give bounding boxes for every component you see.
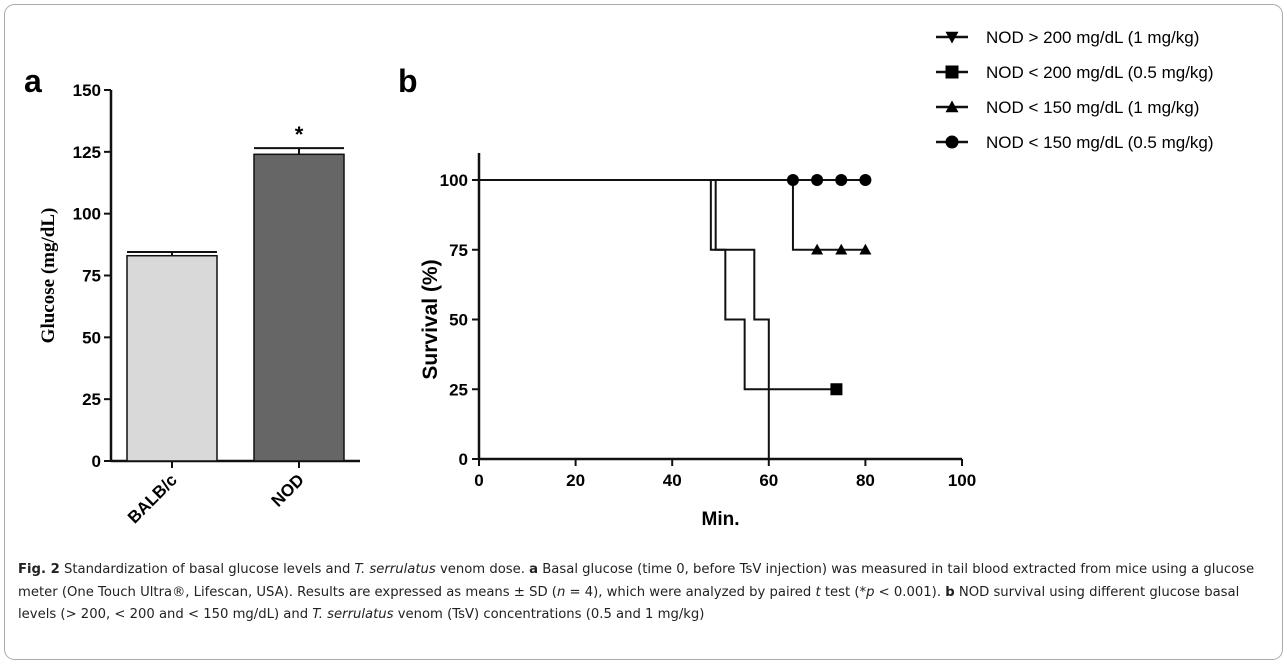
panel-a-bar-balb-c (126, 254, 218, 462)
panel-a-y-tick-label: 150 (73, 81, 101, 100)
panel-b-y-tick-label: 50 (449, 311, 468, 330)
panel-b-label: b (398, 63, 418, 99)
caption-part: a (529, 562, 539, 577)
caption-part: test (* (820, 584, 867, 600)
panel-b-series-marker (811, 243, 824, 255)
panel-a-y-tick-label: 0 (92, 452, 101, 471)
caption-part: Standardization of basal glucose levels … (59, 562, 355, 577)
legend-item: NOD > 200 mg/dL (1 mg/kg) (936, 28, 1199, 47)
panel-a-y-tick-label: 50 (82, 328, 101, 347)
panel-b-x-axis-label: Min. (702, 509, 740, 530)
panel-b-series-marker (835, 243, 848, 255)
panel-b-x-tick-label: 100 (948, 471, 976, 490)
legend-label: NOD < 150 mg/dL (1 mg/kg) (986, 98, 1199, 117)
legend-label: NOD < 150 mg/dL (0.5 mg/kg) (986, 133, 1214, 152)
panel-a-y-axis-label: Glucose (mg/dL) (38, 208, 59, 344)
panel-b-y-axis-label: Survival (%) (419, 259, 442, 379)
panel-b-y-tick-label: 0 (459, 450, 468, 469)
legend-marker (945, 65, 959, 79)
caption-part: Basal glucose (time 0, before TsV inject… (18, 562, 1255, 600)
panel-a-significance-star: * (295, 122, 304, 147)
legend-marker (945, 100, 959, 113)
legend-marker (945, 31, 959, 44)
panel-b-series-marker (811, 174, 824, 186)
panel-b-survival-chart: Survival (%) Min. 0 25 50 75 100 0 20 40 60 80 100 (419, 153, 976, 530)
figure-caption: Fig. 2 Standardization of basal glucose … (18, 559, 1280, 627)
panel-b-series-line (479, 179, 837, 391)
caption-part: Fig. 2 (18, 562, 60, 577)
caption-part: venom (TsV) concentrations (0.5 and 1 mg… (393, 607, 705, 622)
panel-a-label: a (24, 63, 42, 99)
panel-b-y-tick-label: 100 (440, 171, 468, 190)
panel-b-y-tick-label: 25 (449, 380, 468, 399)
panel-b-x-tick-label: 20 (566, 471, 585, 490)
caption-part: b (945, 584, 955, 600)
panel-b-x-tick-label: 40 (663, 471, 682, 490)
panel-b-legend: NOD > 200 mg/dL (1 mg/kg) NOD < 200 mg/dL… (936, 28, 1214, 152)
caption-part: NOD survival using different glucose bas… (18, 584, 1240, 623)
caption-part: p (866, 584, 875, 600)
caption-part: n (556, 584, 566, 600)
panel-b-series-marker (859, 243, 872, 255)
caption-part: t (815, 584, 821, 600)
panel-b-y-tick-label: 75 (449, 241, 468, 260)
legend-item: NOD < 150 mg/dL (0.5 mg/kg) (936, 133, 1214, 152)
caption-part: T. serrulatus (354, 562, 436, 577)
panel-b-x-tick-label: 80 (856, 471, 875, 490)
panel-b-series-marker (786, 174, 799, 186)
panel-b-series-marker (830, 383, 843, 396)
figure-canvas: a Glucose (mg/dL) 0255075100125150BALB/c… (4, 4, 1283, 660)
panel-a-y-tick-label: 75 (82, 267, 101, 286)
panel-b-x-tick-label: 60 (759, 471, 778, 490)
panel-a-y-tick-label: 25 (82, 390, 101, 409)
legend-label: NOD > 200 mg/dL (1 mg/kg) (986, 28, 1199, 47)
caption-part: < 0.001). (874, 584, 946, 600)
panel-a-y-tick-label: 100 (73, 205, 101, 224)
legend-item: NOD < 200 mg/dL (0.5 mg/kg) (936, 63, 1214, 82)
panel-b-series-marker (859, 174, 872, 186)
legend-marker (945, 135, 959, 149)
caption-part: T. serrulatus (312, 607, 394, 622)
panel-b-series-marker (835, 174, 848, 186)
legend-item: NOD < 150 mg/dL (1 mg/kg) (936, 98, 1199, 117)
caption-part: venom dose. (435, 562, 530, 577)
figure-frame: a Glucose (mg/dL) 0 25 50 75 100 125 150 BALB/c… (4, 4, 1283, 660)
panel-a-y-tick-label: 125 (73, 143, 101, 162)
panel-a-bar-nod (253, 153, 345, 462)
caption-part: = 4), which were analyzed by paired (565, 584, 816, 600)
legend-label: NOD < 200 mg/dL (0.5 mg/kg) (986, 63, 1214, 82)
panel-b-x-tick-label: 0 (474, 471, 483, 490)
